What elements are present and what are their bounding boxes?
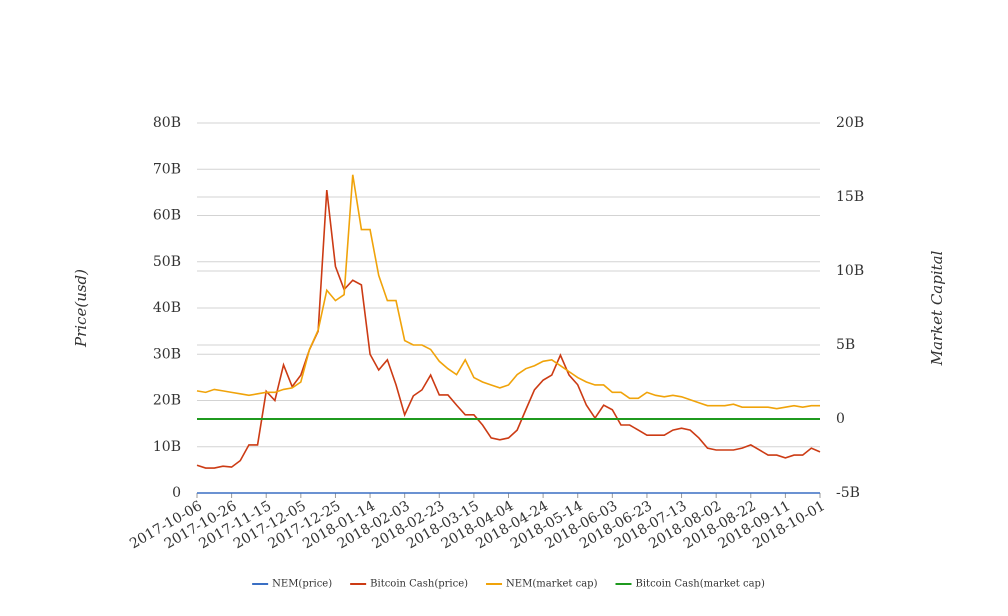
y-tick-label: 60B bbox=[153, 208, 181, 224]
series-line bbox=[196, 174, 820, 410]
y-tick-label: 70B bbox=[153, 161, 181, 177]
legend-label: NEM(price) bbox=[272, 579, 332, 590]
y2-tick-label: 0 bbox=[836, 411, 845, 427]
y-axis-label: Price(usd) bbox=[72, 269, 90, 348]
y-tick-label: 20B bbox=[153, 393, 181, 409]
y-tick-label: 50B bbox=[153, 254, 181, 270]
y-tick-label: 0 bbox=[172, 485, 181, 501]
y2-tick-label: 5B bbox=[836, 337, 855, 353]
y-tick-label: 40B bbox=[153, 300, 181, 316]
y-tick-label: 80B bbox=[153, 115, 181, 131]
y-tick-label: 10B bbox=[153, 439, 181, 455]
y2-axis-label: Market Capital bbox=[928, 250, 946, 366]
legend-label: Bitcoin Cash(market cap) bbox=[636, 579, 765, 590]
y-tick-label: 30B bbox=[153, 346, 181, 362]
legend-label: Bitcoin Cash(price) bbox=[370, 579, 468, 590]
series-line bbox=[196, 189, 821, 469]
legend-label: NEM(market cap) bbox=[506, 579, 598, 590]
y2-tick-label: 20B bbox=[836, 115, 864, 131]
y2-tick-label: 15B bbox=[836, 189, 864, 205]
y2-tick-label: 10B bbox=[836, 263, 864, 279]
y2-tick-label: -5B bbox=[836, 485, 860, 501]
